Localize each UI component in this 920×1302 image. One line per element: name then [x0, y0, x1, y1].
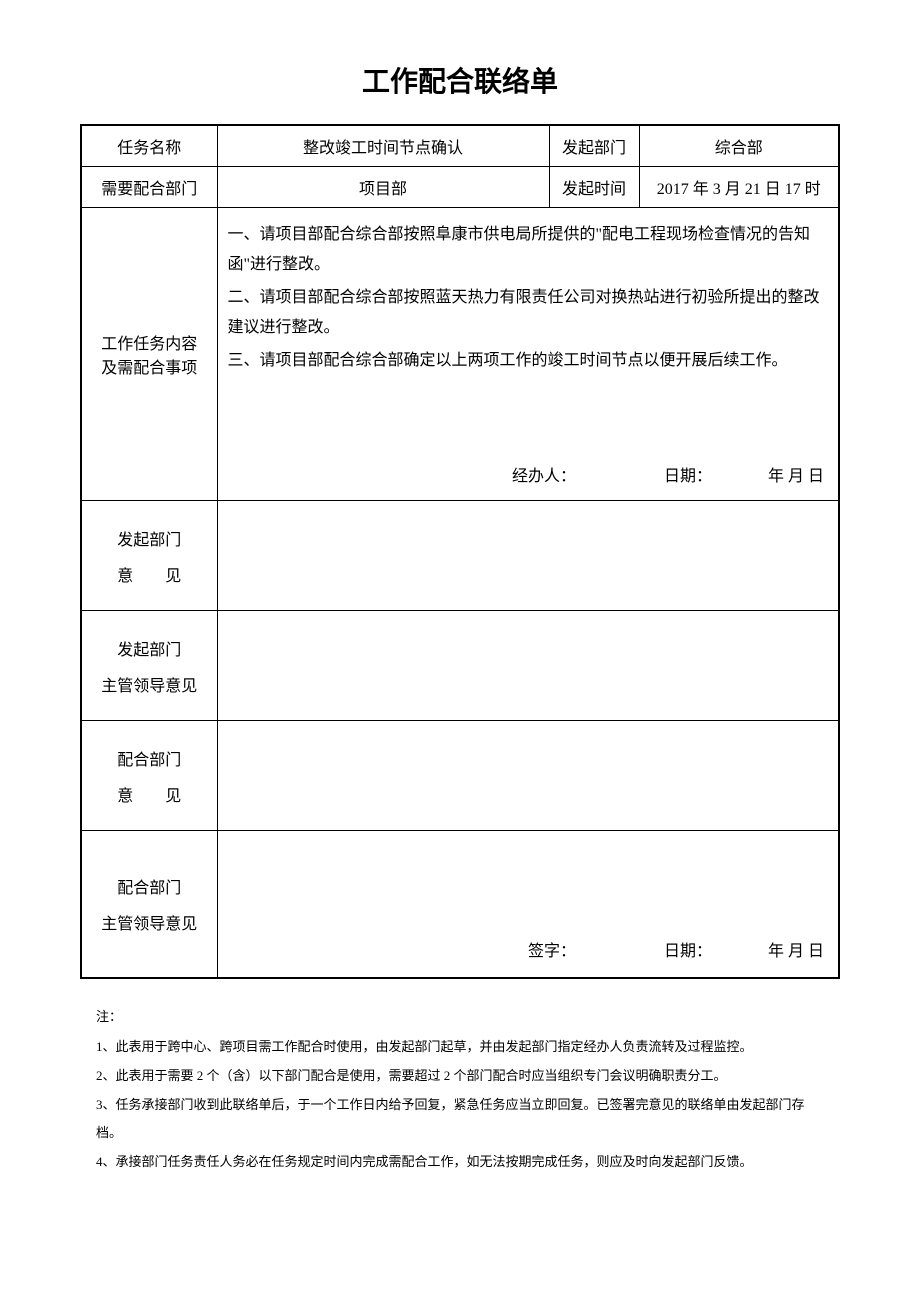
- label-init-opinion: 发起部门 意 见: [81, 501, 217, 611]
- sig-handler: 经办人：: [512, 468, 576, 485]
- value-coop-leader: 签字： 日期： 年 月 日: [217, 831, 839, 979]
- label-task-content-line1: 工作任务内容: [92, 330, 207, 354]
- label-init-time: 发起时间: [549, 167, 639, 208]
- label-coop-leader-line2: 主管领导意见: [92, 910, 207, 934]
- label-init-leader-line1: 发起部门: [92, 636, 207, 660]
- value-init-leader: [217, 611, 839, 721]
- content-paragraphs: 一、请项目部配合综合部按照阜康市供电局所提供的"配电工程现场检查情况的告知函"进…: [228, 216, 829, 382]
- contact-form-table: 任务名称 整改竣工时间节点确认 发起部门 综合部 需要配合部门 项目部 发起时间…: [80, 124, 840, 979]
- value-task-name: 整改竣工时间节点确认: [217, 125, 549, 167]
- note-2: 2、此表用于需要 2 个（含）以下部门配合是使用，需要超过 2 个部门配合时应当…: [96, 1062, 824, 1089]
- label-init-dept: 发起部门: [549, 125, 639, 167]
- sig2-date-label: 日期：: [664, 943, 712, 960]
- value-task-content: 一、请项目部配合综合部按照阜康市供电局所提供的"配电工程现场检查情况的告知函"进…: [217, 208, 839, 501]
- document-title: 工作配合联络单: [80, 60, 840, 100]
- value-init-dept: 综合部: [639, 125, 839, 167]
- row-coop-leader: 配合部门 主管领导意见 签字： 日期： 年 月 日: [81, 831, 839, 979]
- label-coop-dept: 需要配合部门: [81, 167, 217, 208]
- value-init-opinion: [217, 501, 839, 611]
- notes-section: 注： 1、此表用于跨中心、跨项目需工作配合时使用，由发起部门起草，并由发起部门指…: [80, 1003, 840, 1175]
- notes-heading: 注：: [96, 1003, 824, 1030]
- row-coop-opinion: 配合部门 意 见: [81, 721, 839, 831]
- value-init-time: 2017 年 3 月 21 日 17 时: [639, 167, 839, 208]
- label-coop-opinion-line1: 配合部门: [92, 746, 207, 770]
- label-init-leader: 发起部门 主管领导意见: [81, 611, 217, 721]
- label-coop-opinion: 配合部门 意 见: [81, 721, 217, 831]
- label-coop-leader-line1: 配合部门: [92, 874, 207, 898]
- label-init-opinion-line1: 发起部门: [92, 526, 207, 550]
- sig2-handler: 签字：: [528, 943, 576, 960]
- content-p3: 三、请项目部配合综合部确定以上两项工作的竣工时间节点以便开展后续工作。: [228, 346, 829, 376]
- label-coop-leader: 配合部门 主管领导意见: [81, 831, 217, 979]
- value-coop-dept: 项目部: [217, 167, 549, 208]
- sig-date-label: 日期：: [664, 468, 712, 485]
- row-coop-dept: 需要配合部门 项目部 发起时间 2017 年 3 月 21 日 17 时: [81, 167, 839, 208]
- label-init-leader-line2: 主管领导意见: [92, 672, 207, 696]
- note-3: 3、任务承接部门收到此联络单后，于一个工作日内给予回复，紧急任务应当立即回复。已…: [96, 1091, 824, 1146]
- label-init-opinion-line2: 意 见: [92, 562, 207, 586]
- note-4: 4、承接部门任务责任人务必在任务规定时间内完成需配合工作，如无法按期完成任务，则…: [96, 1148, 824, 1175]
- content-p2: 二、请项目部配合综合部按照蓝天热力有限责任公司对换热站进行初验所提出的整改建议进…: [228, 283, 829, 344]
- sig-date-rest: 年 月 日: [768, 468, 824, 485]
- label-coop-opinion-line2: 意 见: [92, 782, 207, 806]
- content-signature-line: 经办人： 日期： 年 月 日: [228, 462, 829, 492]
- row-task-name: 任务名称 整改竣工时间节点确认 发起部门 综合部: [81, 125, 839, 167]
- value-coop-opinion: [217, 721, 839, 831]
- row-init-opinion: 发起部门 意 见: [81, 501, 839, 611]
- row-init-leader: 发起部门 主管领导意见: [81, 611, 839, 721]
- label-task-name: 任务名称: [81, 125, 217, 167]
- content-p1: 一、请项目部配合综合部按照阜康市供电局所提供的"配电工程现场检查情况的告知函"进…: [228, 220, 829, 281]
- label-task-content-line2: 及需配合事项: [92, 354, 207, 378]
- note-1: 1、此表用于跨中心、跨项目需工作配合时使用，由发起部门起草，并由发起部门指定经办…: [96, 1033, 824, 1060]
- sig2-date-rest: 年 月 日: [768, 943, 824, 960]
- label-task-content: 工作任务内容 及需配合事项: [81, 208, 217, 501]
- row-task-content: 工作任务内容 及需配合事项 一、请项目部配合综合部按照阜康市供电局所提供的"配电…: [81, 208, 839, 501]
- coop-leader-signature-line: 签字： 日期： 年 月 日: [528, 937, 826, 967]
